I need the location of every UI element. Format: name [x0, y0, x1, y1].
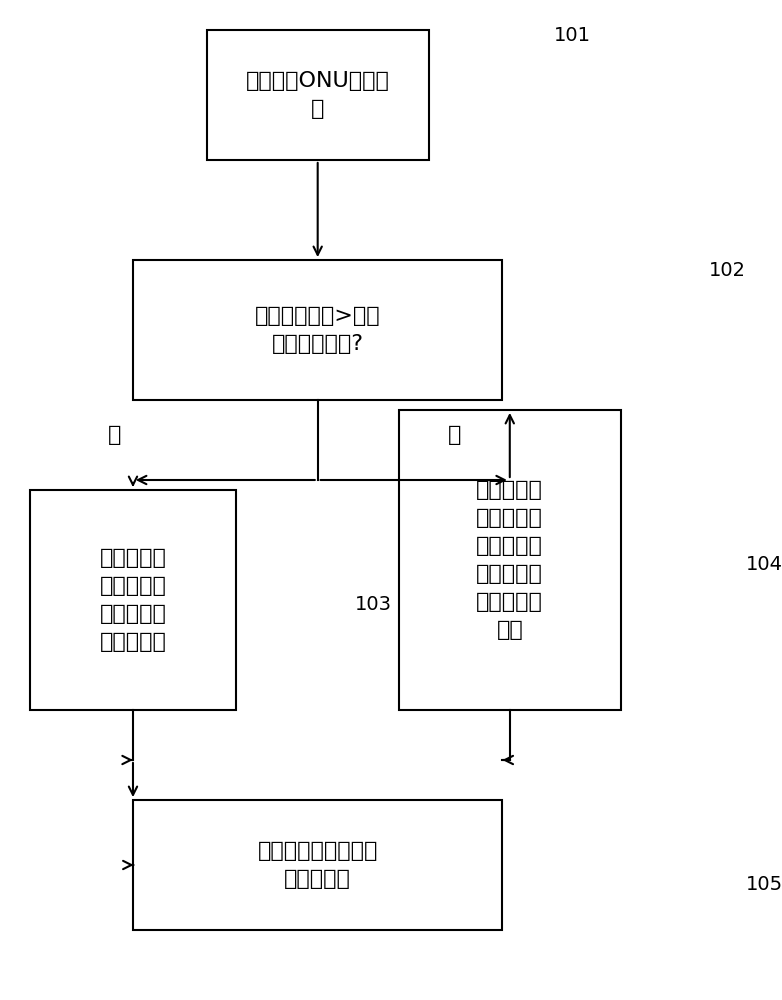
FancyBboxPatch shape — [133, 260, 502, 400]
Text: 显示带宽分配结果及
系统总功耗: 显示带宽分配结果及 系统总功耗 — [257, 841, 378, 889]
Text: 104: 104 — [746, 556, 782, 574]
FancyBboxPatch shape — [30, 490, 236, 710]
FancyBboxPatch shape — [399, 410, 621, 710]
FancyBboxPatch shape — [207, 30, 429, 160]
Text: 105: 105 — [746, 876, 782, 894]
Text: 101: 101 — [554, 26, 591, 45]
Text: 收集各个ONU需求带
宽: 收集各个ONU需求带 宽 — [246, 71, 389, 119]
Text: 系统需求带宽>最大
提供带宽比较?: 系统需求带宽>最大 提供带宽比较? — [255, 306, 381, 354]
Text: 102: 102 — [709, 260, 746, 279]
Text: 否: 否 — [447, 425, 461, 445]
FancyBboxPatch shape — [133, 800, 502, 930]
Text: 是: 是 — [108, 425, 121, 445]
Text: 高优先级服
务质量的前
提下保持各
个低优先级
服务间的公
平性: 高优先级服 务质量的前 提下保持各 个低优先级 服务间的公 平性 — [476, 480, 543, 640]
Text: 103: 103 — [354, 596, 392, 614]
Text: 保证各个用
户服务质量
的前提下系
统功耗最小: 保证各个用 户服务质量 的前提下系 统功耗最小 — [99, 548, 167, 652]
